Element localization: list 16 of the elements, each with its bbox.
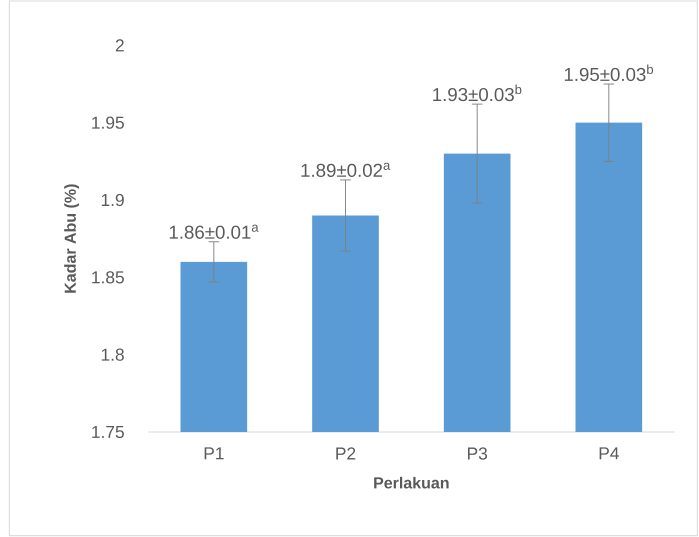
x-axis-title: Perlakuan (374, 476, 449, 489)
y-tick-label: 1.85 (92, 271, 124, 284)
y-tick-label: 1.8 (102, 348, 124, 361)
x-tick-label: P4 (600, 447, 619, 460)
y-tick-label: 1.9 (102, 194, 124, 206)
x-tick-label: P1 (204, 447, 224, 460)
y-tick-label: 2 (116, 39, 124, 52)
y-tick-label: 1.75 (92, 426, 124, 438)
data-label: 1.86±0.01$^{a}$ (170, 224, 259, 239)
x-tick-label: P3 (468, 447, 488, 460)
data-label: 1.89±0.02$^{a}$ (302, 162, 390, 177)
y-tick-label: 1.95 (92, 116, 124, 129)
x-tick-label: P2 (336, 447, 356, 460)
y-axis-title: Kadar Abu (%) (64, 184, 80, 293)
data-label: 1.93±0.03$^{b}$ (433, 84, 522, 102)
data-label: 1.95±0.03$^{b}$ (564, 64, 654, 82)
